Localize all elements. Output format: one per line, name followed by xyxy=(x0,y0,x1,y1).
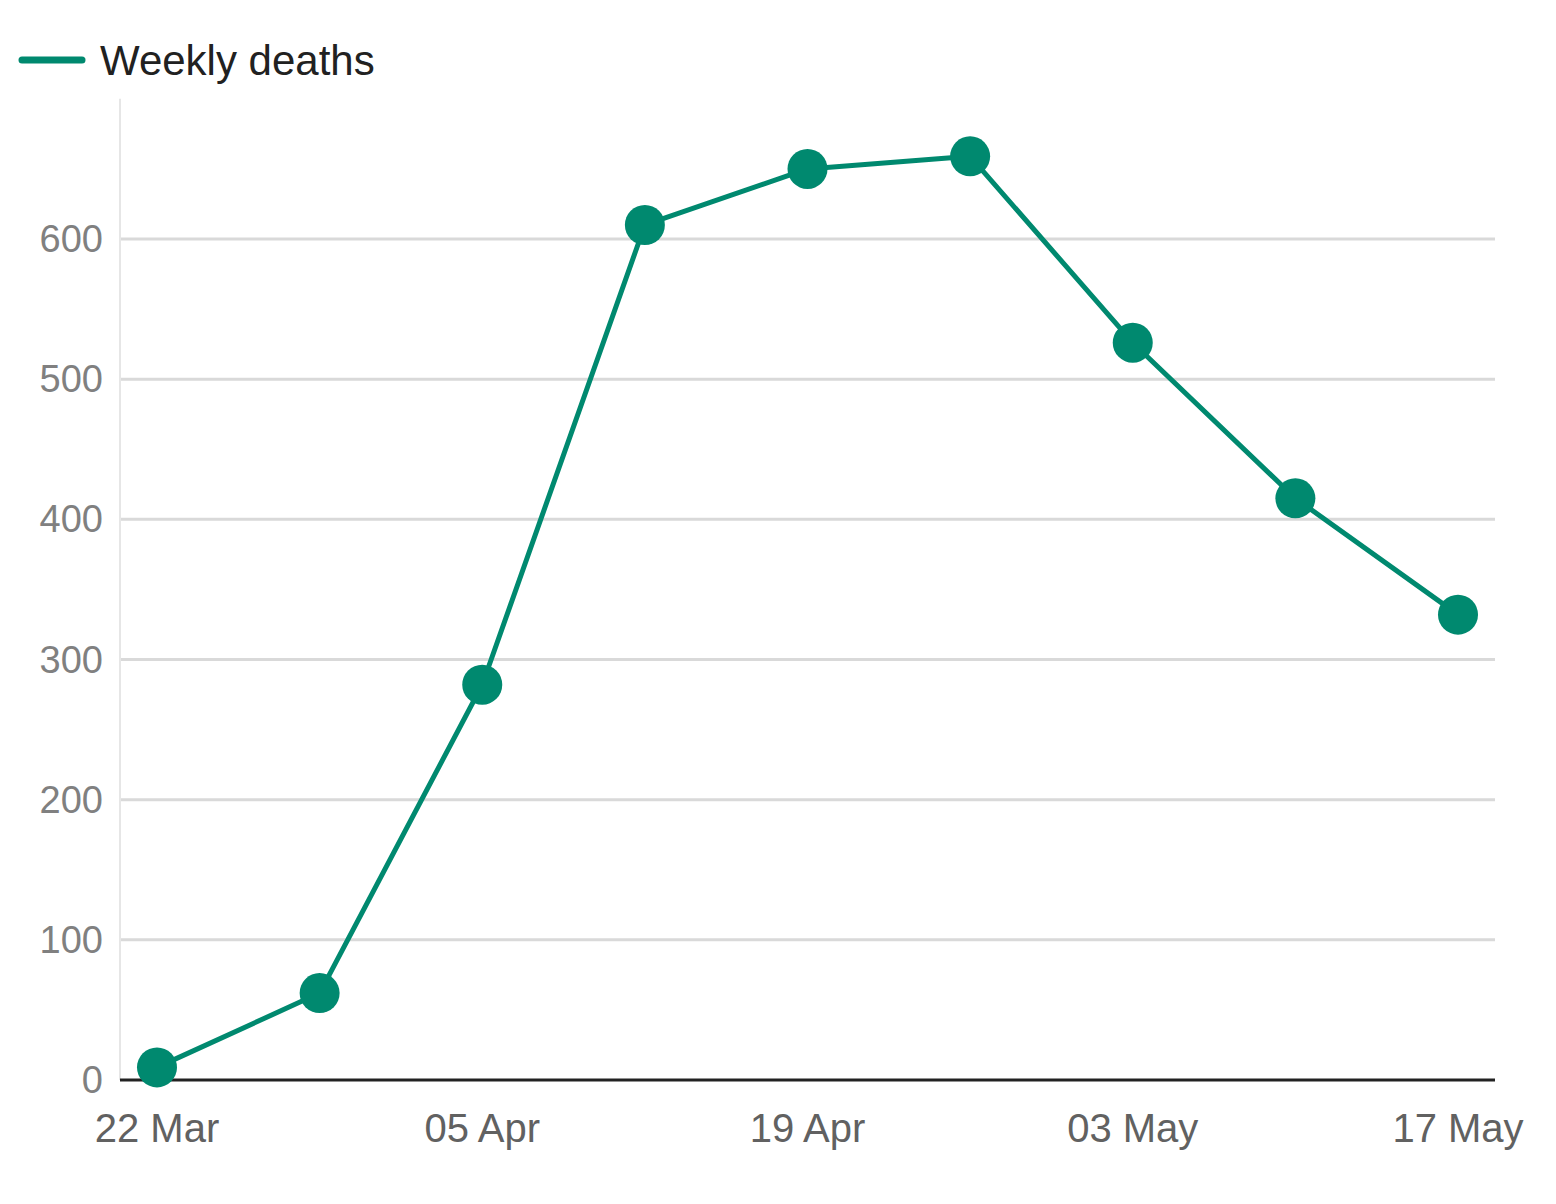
x-tick-label: 03 May xyxy=(1067,1106,1198,1150)
marker xyxy=(1275,478,1315,518)
marker xyxy=(300,973,340,1013)
marker xyxy=(462,665,502,705)
x-tick-label: 05 Apr xyxy=(424,1106,540,1150)
y-tick-label: 200 xyxy=(40,779,103,821)
y-tick-label: 300 xyxy=(40,639,103,681)
y-axis-line xyxy=(119,99,121,1080)
y-tick-label: 600 xyxy=(40,218,103,260)
legend-label: Weekly deaths xyxy=(100,37,375,84)
marker xyxy=(1438,595,1478,635)
y-tick-label: 500 xyxy=(40,358,103,400)
grid-line xyxy=(120,378,1495,381)
y-tick-label: 400 xyxy=(40,498,103,540)
marker xyxy=(1113,323,1153,363)
x-axis-line xyxy=(120,1079,1495,1082)
x-tick-label: 19 Apr xyxy=(750,1106,866,1150)
series-line xyxy=(157,156,1458,1067)
y-tick-label: 0 xyxy=(82,1059,103,1101)
plot-area xyxy=(137,136,1478,1087)
chart: 0 100 200 300 400 500 600 22 Mar 05 Apr 19 Apr 03 … xyxy=(0,0,1556,1204)
marker xyxy=(950,136,990,176)
grid-line xyxy=(120,518,1495,521)
grid-line xyxy=(120,658,1495,661)
legend-swatch xyxy=(22,57,82,64)
grid-line xyxy=(120,238,1495,241)
marker xyxy=(137,1047,177,1087)
grid-line xyxy=(120,798,1495,801)
x-tick-label: 17 May xyxy=(1392,1106,1523,1150)
y-tick-label: 100 xyxy=(40,919,103,961)
x-tick-label: 22 Mar xyxy=(95,1106,220,1150)
chart-svg: 0 100 200 300 400 500 600 22 Mar 05 Apr 19 Apr 03 … xyxy=(0,0,1556,1204)
marker xyxy=(788,149,828,189)
grid-line xyxy=(120,938,1495,941)
marker xyxy=(625,205,665,245)
